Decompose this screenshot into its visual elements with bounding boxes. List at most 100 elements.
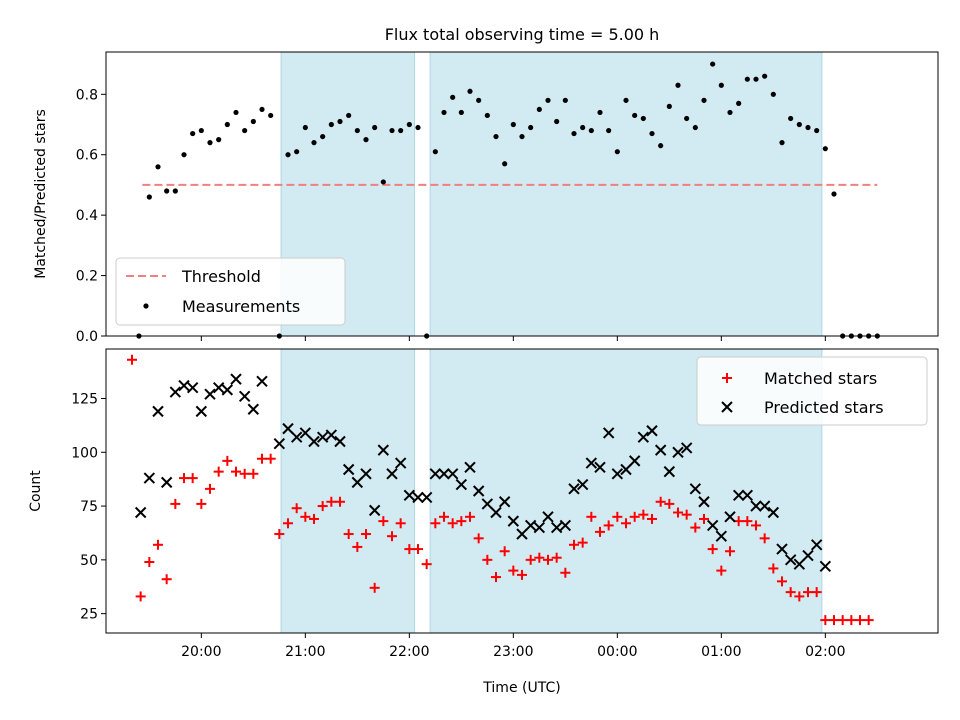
x-b: [455, 478, 468, 491]
predicted-star-point: [212, 382, 225, 394]
matched-star-point: [291, 503, 302, 514]
predicted-star-point: [490, 506, 502, 519]
x-b: [230, 373, 242, 385]
x-b: [672, 446, 684, 458]
x-b: [169, 386, 182, 398]
measurement-point: [770, 91, 776, 97]
predicted-star-point: [325, 429, 338, 441]
measurement-point: [207, 140, 213, 146]
measurement-point: [701, 97, 707, 103]
matched-star-point: [170, 498, 181, 509]
matched-star-point: [274, 529, 285, 540]
x-b: [663, 465, 676, 478]
predicted-star-point: [819, 560, 832, 573]
matched-star-point: [283, 518, 293, 529]
x-b: [732, 489, 745, 502]
predicted-star-point: [360, 468, 372, 480]
x-b: [680, 442, 693, 454]
x-tick-label: 22:00: [389, 644, 429, 660]
x-b: [654, 444, 667, 456]
matched-star-point: [803, 587, 813, 598]
x-tick-label: 20:00: [181, 644, 221, 660]
measurement-point: [259, 106, 265, 113]
measurement-point: [198, 127, 204, 134]
bottom-legend: Matched stars Predicted stars: [696, 356, 928, 426]
matched-star-point: [127, 354, 137, 365]
measurement-point: [476, 97, 482, 103]
matched-star-point: [603, 520, 614, 531]
x-b: [342, 463, 355, 476]
matched-star-point: [361, 529, 371, 540]
measurement-point: [814, 127, 820, 134]
matched-star-point: [205, 483, 215, 494]
x-b: [594, 461, 606, 474]
predicted-star-point: [810, 539, 823, 551]
predicted-star-point: [585, 457, 598, 469]
predicted-star-point: [611, 468, 624, 480]
measurement-point: [727, 109, 733, 116]
measurement-point: [744, 76, 750, 82]
bottom-ylabel: Count: [28, 470, 44, 512]
predicted-star-point: [516, 528, 528, 540]
predicted-star-point: [195, 405, 208, 418]
matched-star-point: [638, 509, 649, 520]
measurement-point: [432, 149, 438, 155]
measurement-point: [545, 97, 551, 103]
matched-star-point: [820, 615, 831, 626]
predicted-star-point: [628, 455, 641, 467]
measurement-point: [146, 194, 152, 200]
x-b: [585, 457, 598, 469]
matched-star-point: [369, 582, 380, 593]
predicted-star-point: [377, 444, 390, 456]
x-b: [446, 468, 459, 480]
x-b: [533, 521, 546, 534]
measurement-point: [510, 121, 516, 128]
matched-star-point: [551, 552, 562, 563]
predicted-star-point: [342, 463, 355, 476]
matched-star-point: [196, 498, 207, 509]
legend-measurements-swatch: [143, 303, 149, 309]
x-b: [212, 382, 225, 394]
x-b: [472, 485, 485, 497]
predicted-star-point: [698, 496, 710, 508]
predicted-star-point: [299, 427, 312, 439]
predicted-star-point: [290, 431, 303, 443]
shaded-interval: [429, 51, 823, 337]
x-b: [715, 530, 728, 542]
measurement-point: [268, 112, 274, 119]
measurement-point: [493, 133, 499, 140]
matched-star-point: [690, 522, 701, 533]
measurement-point: [623, 97, 629, 103]
matched-star-point: [447, 518, 458, 529]
measurement-point: [155, 164, 161, 170]
measurement-point: [380, 179, 386, 185]
matched-star-point: [621, 518, 631, 529]
matched-star-point: [577, 537, 588, 548]
matched-star-point: [673, 507, 683, 518]
matched-star-point: [499, 546, 510, 557]
measurement-point: [779, 140, 785, 146]
legend-predicted-label: Predicted stars: [764, 398, 884, 417]
predicted-star-point: [507, 515, 520, 527]
predicted-star-point: [498, 496, 511, 508]
matched-star-point: [213, 466, 224, 477]
matched-star-point: [777, 576, 787, 587]
measurement-point: [562, 97, 568, 103]
predicted-star-point: [758, 500, 771, 512]
y-tick-label: 125: [71, 391, 98, 407]
matched-star-point: [265, 453, 276, 464]
predicted-star-point: [238, 390, 251, 403]
measurement-point: [346, 112, 352, 119]
matched-star-point: [456, 516, 467, 527]
matched-star-point: [482, 554, 493, 565]
matched-star-point: [759, 533, 770, 544]
matched-star-point: [153, 539, 163, 550]
predicted-star-point: [134, 506, 147, 519]
measurement-point: [822, 146, 828, 152]
predicted-star-point: [464, 461, 476, 474]
measurement-point: [190, 130, 196, 137]
x-b: [550, 521, 563, 534]
matched-star-point: [855, 615, 865, 626]
measurement-point: [519, 133, 525, 140]
measurement-point: [181, 152, 187, 158]
